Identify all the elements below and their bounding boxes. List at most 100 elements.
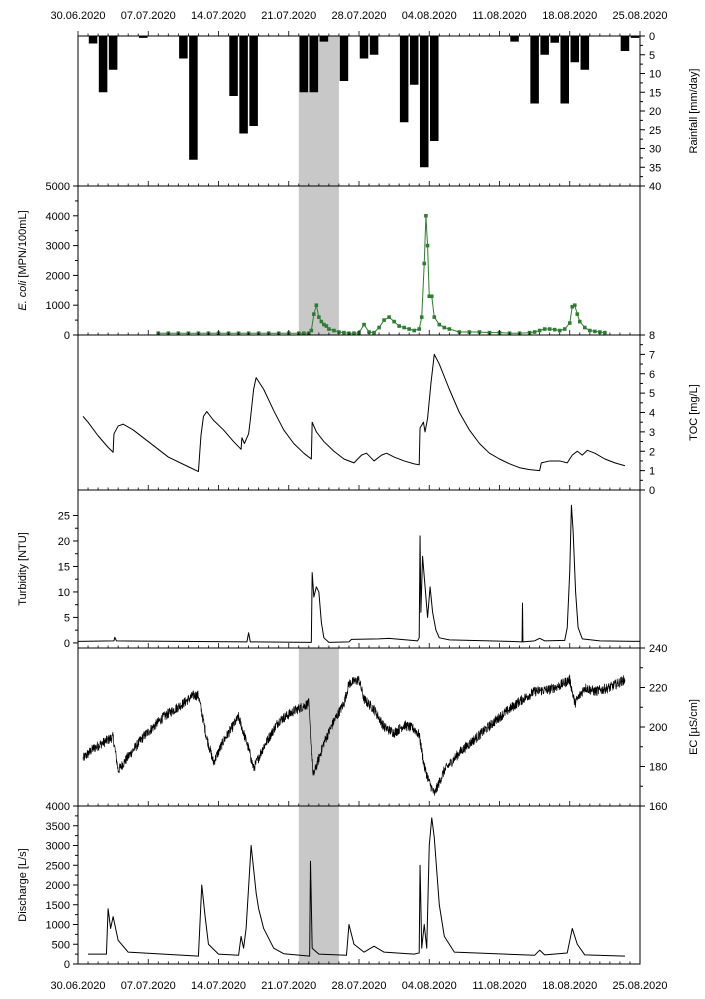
rainfall-bar [510,36,519,42]
ecoli-data-point [412,328,416,333]
ecoli-data-point [314,303,319,307]
rainfall-bar [98,36,108,93]
ecoli-data-point [429,294,434,299]
ecoli-data-point [557,328,562,333]
ecoli-y-tick-label: 2000 [46,270,70,282]
ecoli-axis-title-unit: [MPN/100mL] [17,210,29,280]
discharge-y-tick-label: 2500 [46,860,70,872]
discharge-y-tick-label: 2000 [46,880,70,892]
ecoli-data-point [327,327,331,331]
ecoli-data-point [577,319,582,324]
ecoli-data-point [532,330,537,334]
ecoli-data-point [367,330,371,334]
rainfall-y-tick-label: 20 [649,106,661,118]
ec-y-tick-label: 200 [649,722,667,734]
ecoli-data-point [319,319,324,324]
rainfall-bar [309,36,319,93]
rainfall-bar [399,36,409,123]
x-tick-label-top: 30.06.2020 [50,10,105,22]
ecoli-axis-title-italic: E. coli [17,280,29,311]
x-tick-label-top: 04.08.2020 [402,10,457,22]
ecoli-data-point [377,325,381,330]
toc-y-tick-label: 8 [649,330,655,342]
ecoli-data-point [537,328,542,333]
x-tick-label-bottom: 28.07.2020 [331,980,386,992]
toc-y-tick-label: 0 [649,485,655,497]
rainfall-y-tick-label: 5 [649,50,655,62]
rainfall-y-tick-label: 35 [649,162,661,174]
ecoli-data-point [382,318,386,322]
ecoli-data-point [442,325,447,330]
ecoli-data-point [424,214,428,218]
turbidity-y-tick-label: 15 [58,561,70,573]
ec-frame [77,647,641,807]
toc-y-tick-label: 2 [649,446,655,458]
rainfall-bar [138,36,148,38]
x-tick-label-top: 28.07.2020 [331,10,386,22]
rainfall-bar [419,36,429,168]
rainfall-frame [77,35,641,187]
x-tick-label-top: 07.07.2020 [121,10,176,22]
ec-y-tick-label: 180 [649,762,667,774]
rainfall-bar [620,36,630,51]
toc-y-tick-label: 5 [649,388,655,400]
ec-y-tick-label: 220 [649,683,667,695]
ecoli-data-point [593,329,597,334]
ecoli-data-point [312,312,316,316]
rainfall-bar [630,36,640,38]
rainfall-bar [239,36,248,134]
ecoli-data-point [392,319,396,324]
toc-y-tick-label: 4 [649,408,655,420]
turbidity-frame [77,489,641,649]
rainfall-bar [540,36,549,55]
turbidity-y-tick-label: 20 [58,536,70,548]
rainfall-bar [179,36,188,59]
rainfall-bar [229,36,238,96]
x-tick-label-top: 21.07.2020 [261,10,316,22]
highlight-layer [298,36,339,964]
x-tick-label-bottom: 30.06.2020 [50,980,105,992]
ecoli-y-tick-label: 0 [64,330,70,342]
ec-axis-title: EC [µS/cm] [688,699,700,755]
rainfall-bar [249,36,258,126]
frames-layer [73,31,645,965]
x-tick-label-bottom: 07.07.2020 [121,980,176,992]
x-tick-label-bottom: 18.08.2020 [542,980,597,992]
x-tick-label-top: 18.08.2020 [542,10,597,22]
ecoli-data-point [542,327,547,331]
rainfall-y-tick-label: 15 [649,87,661,99]
ecoli-data-point [570,304,575,309]
rainfall-bar [409,36,419,85]
toc-y-tick-label: 6 [649,369,655,381]
ecoli-data-point [317,315,321,319]
discharge-y-tick-label: 1500 [46,900,70,912]
rainfall-y-tick-label: 30 [649,144,661,156]
rainfall-bar [299,36,309,93]
rainfall-bar [319,36,329,42]
ecoli-data-point [425,243,430,248]
ecoli-series-line [158,215,605,334]
ecoli-data-point [322,322,326,327]
rainfall-bar [430,36,439,141]
ecoli-y-tick-label: 4000 [46,211,70,223]
ecoli-data-point [397,324,401,328]
ecoli-data-point [337,330,341,334]
rainfall-bar [108,36,118,70]
rainfall-bar [359,36,369,59]
toc-y-tick-label: 7 [649,349,655,361]
discharge-y-tick-label: 0 [64,959,70,971]
ecoli-data-point [598,330,602,334]
ecoli-y-tick-label: 3000 [46,241,70,253]
ecoli-data-point [562,327,567,331]
ecoli-axis-title: E. coli [MPN/100mL] [17,210,29,310]
rainfall-bar [570,36,580,63]
ecoli-data-point [419,315,424,319]
turbidity-axis-title: Turbidity [NTU] [17,532,29,606]
toc-series-line [82,353,626,473]
ecoli-data-point [362,322,366,327]
turbidity-y-tick-label: 0 [64,638,70,650]
rainfall-y-tick-label: 25 [649,125,661,137]
x-tick-label-bottom: 11.08.2020 [472,980,526,992]
ecoli-data-point [567,321,572,325]
